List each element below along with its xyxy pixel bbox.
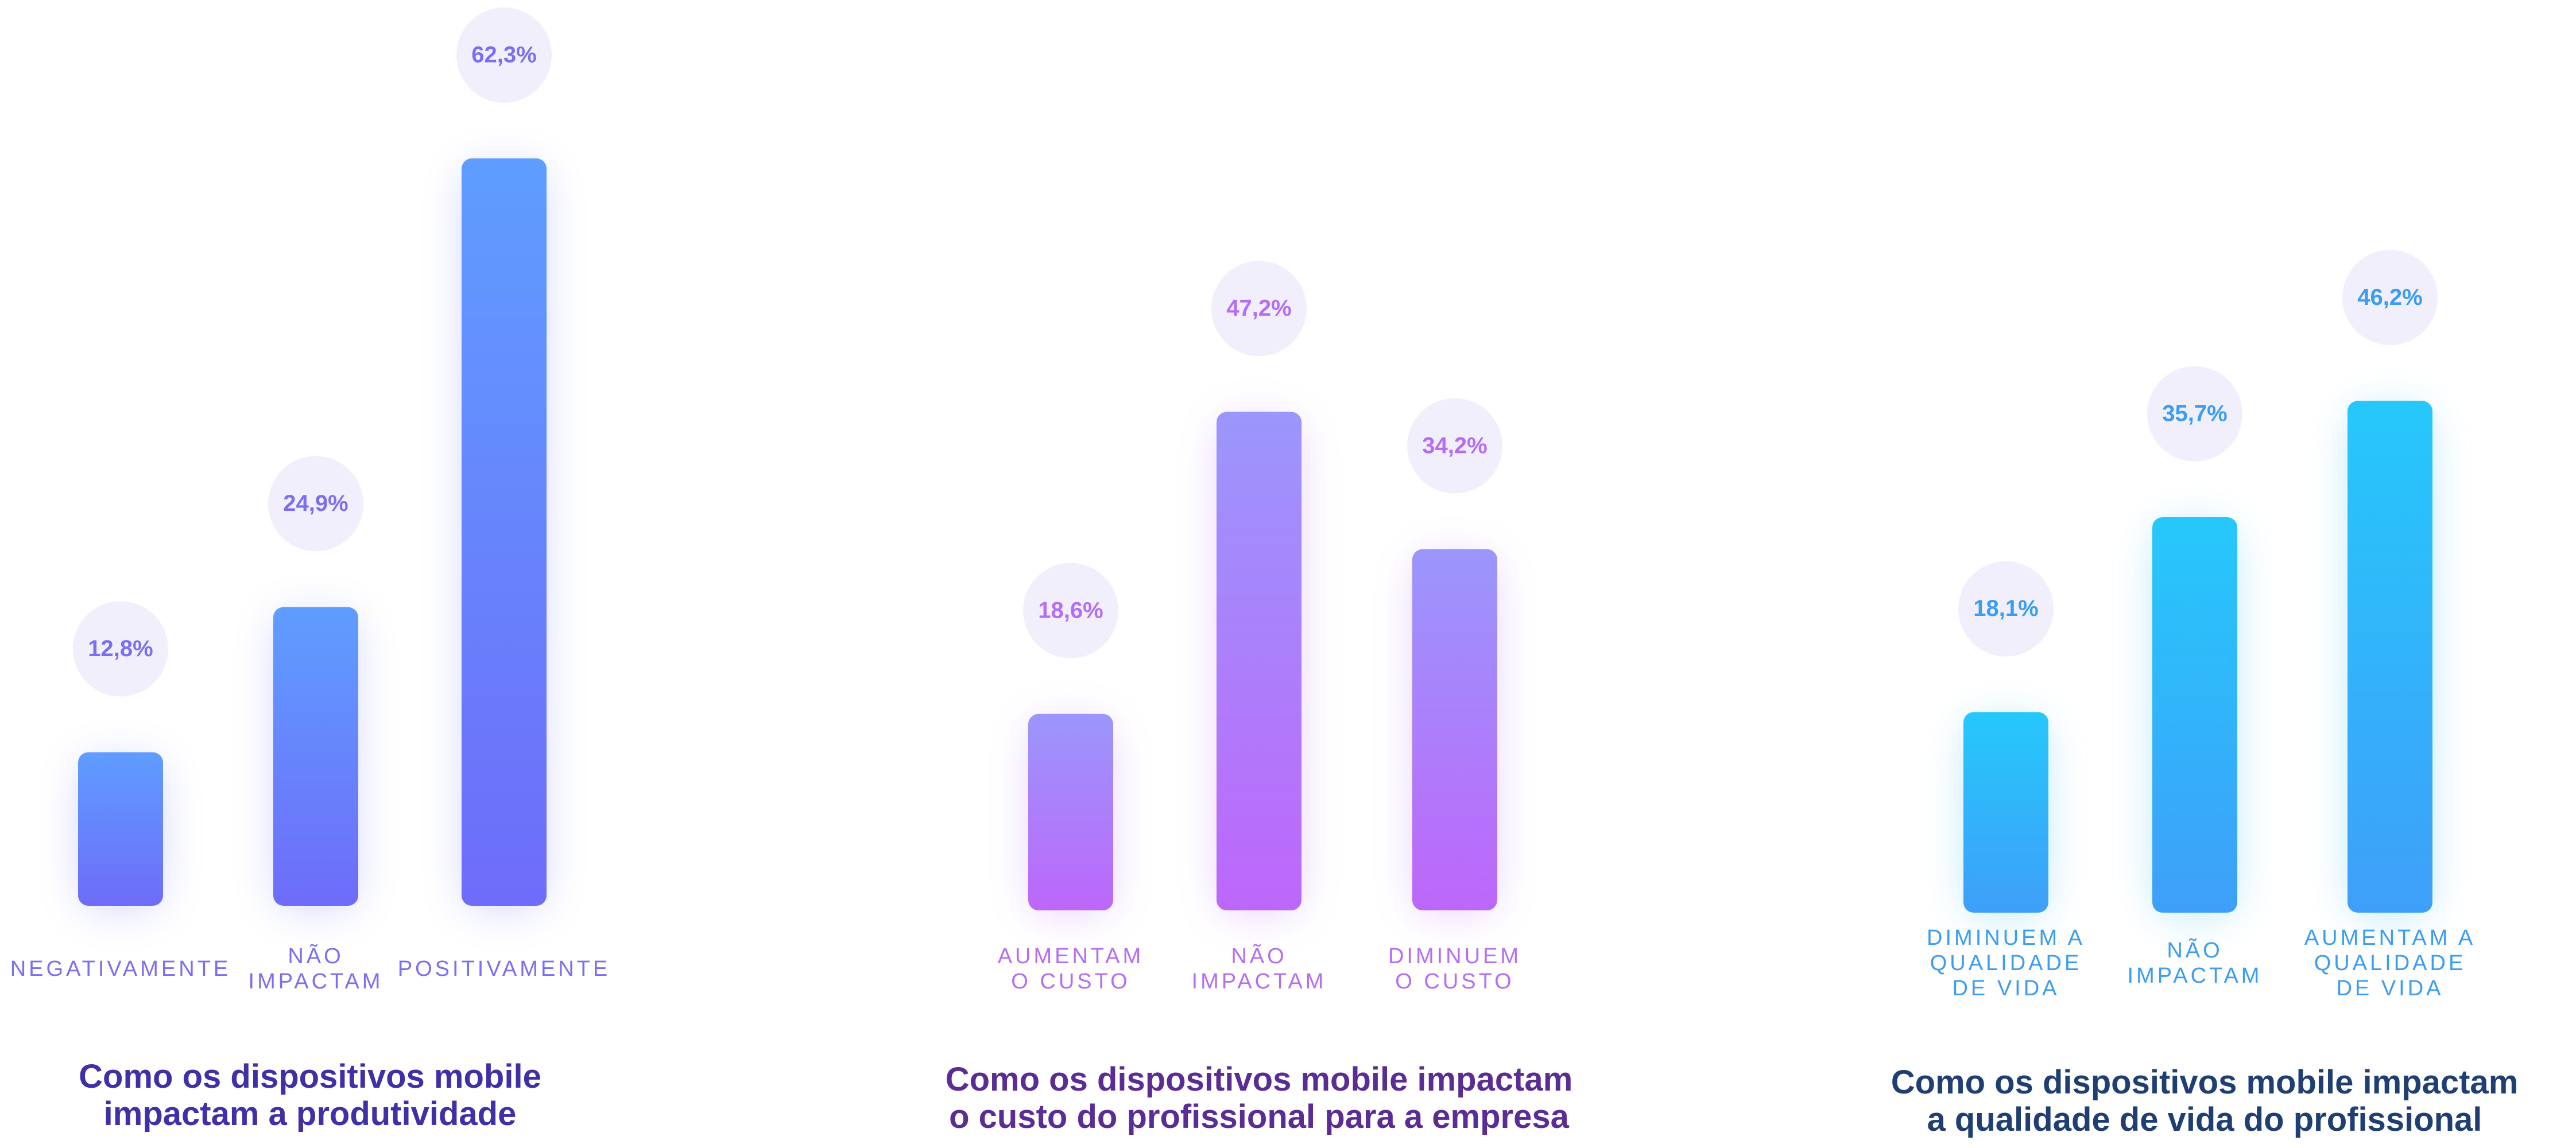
category-label: NÃO IMPACTAM bbox=[2128, 938, 2263, 988]
value-bubble bbox=[1023, 563, 1118, 658]
category-label: AUMENTAM A QUALIDADE DE VIDA bbox=[2304, 926, 2476, 1000]
bar bbox=[2152, 517, 2237, 913]
bar bbox=[462, 158, 547, 906]
bar bbox=[1217, 412, 1301, 910]
category-label: NEGATIVAMENTE bbox=[10, 957, 231, 981]
chart-title: Como os dispositivos mobile impactam a pr… bbox=[79, 1058, 541, 1133]
data-label: 35,7% bbox=[2162, 401, 2227, 426]
category-label: POSITIVAMENTE bbox=[398, 957, 610, 981]
value-bubble bbox=[456, 7, 552, 103]
bar bbox=[1963, 712, 2048, 913]
data-label: 46,2% bbox=[2357, 285, 2422, 310]
chart-title: Como os dispositivos mobile impactam o cu… bbox=[946, 1061, 1573, 1135]
value-bubble bbox=[1211, 261, 1307, 356]
value-bubble bbox=[73, 601, 168, 697]
chart-panel-1: 12,8% NEGATIVAMENTE 24,9% NÃO IMPACTAM 62,3% P… bbox=[10, 7, 610, 1133]
category-label: DIMINUEM A QUALIDADE DE VIDA bbox=[1927, 926, 2085, 1000]
data-label: 18,6% bbox=[1038, 598, 1103, 623]
bar bbox=[273, 607, 358, 906]
value-bubble bbox=[2147, 366, 2242, 461]
chart-panel-3: 18,1% DIMINUEM A QUALIDADE DE VIDA 35,7% NÃO I… bbox=[1891, 250, 2519, 1138]
chart-title: Como os dispositivos mobile impactam a qu… bbox=[1891, 1064, 2519, 1138]
value-bubble bbox=[268, 456, 363, 552]
bar bbox=[2348, 401, 2432, 913]
data-label: 62,3% bbox=[471, 42, 536, 67]
bar bbox=[1412, 549, 1497, 910]
data-label: 24,9% bbox=[283, 491, 348, 516]
bar bbox=[78, 752, 163, 906]
category-label: NÃO IMPACTAM bbox=[249, 944, 384, 994]
category-label: AUMENTAM O CUSTO bbox=[998, 944, 1144, 994]
data-label: 18,1% bbox=[1973, 596, 2038, 621]
value-bubble bbox=[2342, 250, 2438, 346]
value-bubble bbox=[1958, 561, 2054, 657]
category-label: DIMINUEM O CUSTO bbox=[1388, 944, 1521, 994]
data-label: 34,2% bbox=[1422, 433, 1487, 458]
bar bbox=[1028, 713, 1113, 910]
data-label: 47,2% bbox=[1226, 296, 1291, 321]
category-label: NÃO IMPACTAM bbox=[1192, 944, 1327, 994]
value-bubble bbox=[1407, 398, 1502, 494]
data-label: 12,8% bbox=[88, 636, 153, 661]
chart-panel-2: 18,6% AUMENTAM O CUSTO 47,2% NÃO IMPACTAM 34,2… bbox=[946, 261, 1573, 1135]
